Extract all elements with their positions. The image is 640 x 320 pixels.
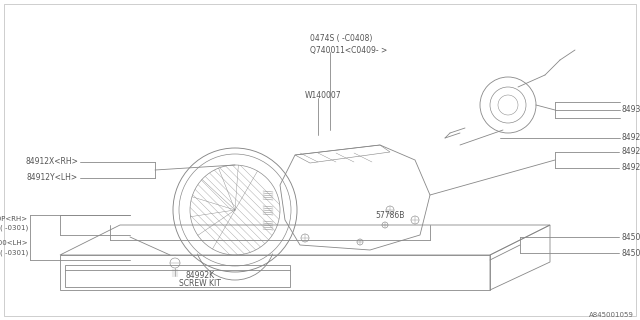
Text: 0474S ( -C0408): 0474S ( -C0408): [310, 34, 372, 43]
Text: 84927N<RH>: 84927N<RH>: [621, 148, 640, 156]
Text: 849270<LH>: 849270<LH>: [621, 164, 640, 172]
Text: 84931G: 84931G: [622, 106, 640, 115]
Text: 84912X<RH>: 84912X<RH>: [25, 157, 78, 166]
Text: ( -0301): ( -0301): [0, 225, 28, 231]
Text: ( -0301): ( -0301): [0, 250, 28, 256]
Text: 84912Y<LH>: 84912Y<LH>: [27, 173, 78, 182]
Text: SCREW KIT: SCREW KIT: [179, 279, 221, 289]
Text: Q740011<C0409- >: Q740011<C0409- >: [310, 45, 387, 54]
Text: 57786B: 57786B: [375, 211, 404, 220]
Text: 8450K<RH>: 8450K<RH>: [621, 233, 640, 242]
Text: 84992K: 84992K: [186, 271, 214, 281]
Text: 84501A<LH>: 84501A<LH>: [621, 249, 640, 258]
Text: 84920: 84920: [622, 133, 640, 142]
Text: W140007: W140007: [305, 91, 342, 100]
Text: 849400<LH>: 849400<LH>: [0, 240, 28, 246]
Text: A845001059: A845001059: [589, 312, 634, 318]
Text: 84940P<RH>: 84940P<RH>: [0, 216, 28, 222]
